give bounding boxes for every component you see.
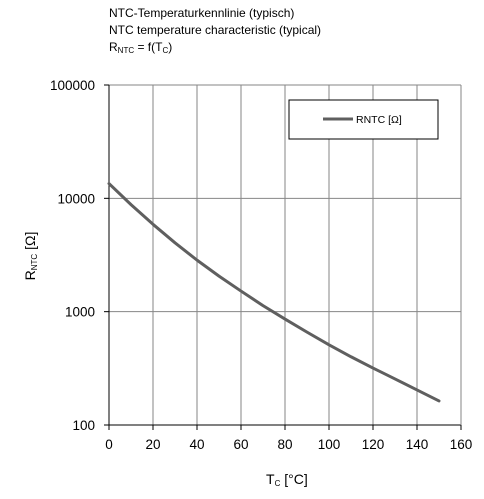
y-tick-label-100: 100 [72, 418, 95, 433]
y-tick-label-100000: 100000 [50, 78, 95, 93]
legend: RNTC [Ω] [288, 99, 439, 140]
y-axis-label: RNTC [Ω] [22, 231, 39, 281]
x-tick-label-160: 160 [450, 437, 473, 452]
chart-title-german: NTC-Temperaturkennlinie (typisch) [109, 6, 295, 20]
y-tick-label-1000: 1000 [65, 305, 95, 320]
x-tick-label-40: 40 [189, 437, 204, 452]
x-tick-label-140: 140 [406, 437, 429, 452]
chart-formula: RNTC = f(TC) [109, 40, 173, 55]
x-tick-label-120: 120 [362, 437, 385, 452]
chart-title-block: NTC-Temperaturkennlinie (typisch) NTC te… [109, 5, 321, 56]
x-tick-label-0: 0 [105, 437, 113, 452]
tick-labels: 0 20 40 60 80 100 120 140 160 100 1000 10000 100000 [50, 78, 472, 452]
legend-box [288, 99, 439, 140]
series-layer [107, 182, 441, 403]
legend-label: RNTC [Ω] [356, 114, 402, 126]
chart-title-english: NTC temperature characteristic (typical) [109, 23, 322, 37]
x-tick-label-100: 100 [318, 437, 341, 452]
axes [104, 84, 462, 430]
series-line-0 [107, 182, 441, 403]
y-tick-label-10000: 10000 [57, 191, 95, 206]
x-tick-label-20: 20 [145, 437, 160, 452]
x-axis-label: TC [°C] [266, 471, 308, 488]
x-tick-label-60: 60 [233, 437, 248, 452]
x-tick-label-80: 80 [277, 437, 292, 452]
